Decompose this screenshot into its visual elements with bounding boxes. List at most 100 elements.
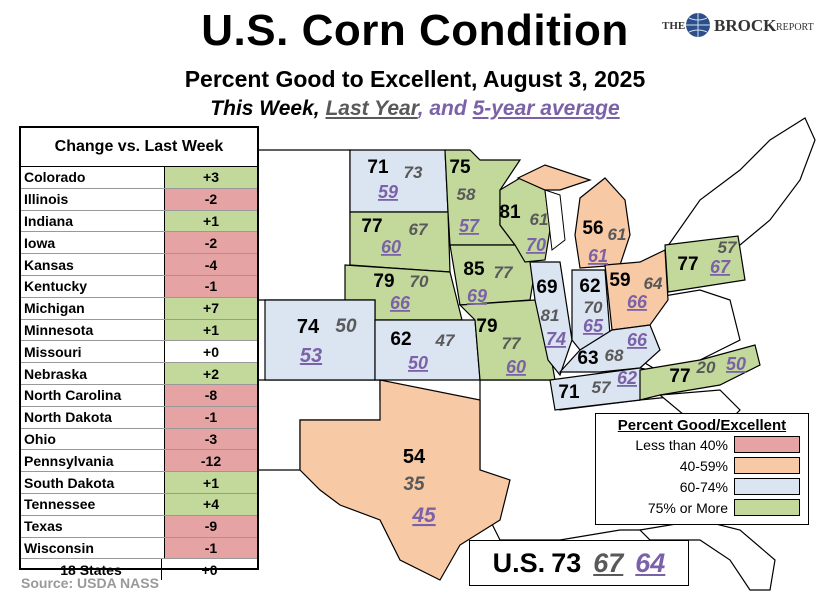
state-name: Missouri [21, 341, 165, 363]
state-5yr-avg: 66 [627, 330, 648, 350]
state-last-year: 64 [644, 274, 663, 293]
state-5yr-avg: 50 [726, 354, 746, 374]
legend-item-label: Less than 40% [635, 436, 728, 453]
change-table-row: Michigan +7 [21, 297, 257, 320]
state-name: Nebraska [21, 363, 165, 384]
us-this-week: 73 [551, 547, 582, 578]
state-change: -1 [165, 406, 257, 428]
state-5yr-avg: 61 [588, 246, 608, 266]
state-last-year: 61 [530, 210, 549, 229]
state-this-week: 77 [669, 366, 690, 387]
state-5yr-avg: 59 [378, 182, 398, 202]
change-table-row: Colorado +3 [21, 167, 257, 189]
state-last-year: 70 [584, 298, 603, 317]
state-name: Tennessee [21, 493, 165, 515]
legend-item: 40-59% [596, 455, 808, 476]
state-this-week: 74 [297, 316, 320, 338]
source-note: Source: USDA NASS [21, 575, 159, 591]
state-change: -2 [165, 188, 257, 210]
state-change: +1 [165, 472, 257, 493]
state-change: -1 [165, 537, 257, 559]
state-this-week: 69 [536, 277, 557, 298]
state-name: North Carolina [21, 384, 165, 406]
state-change: +1 [165, 319, 257, 341]
state-this-week: 71 [558, 382, 580, 403]
state-north-carolina [639, 344, 761, 401]
brand-name: BROCK [714, 16, 777, 35]
change-table-row: Texas -9 [21, 515, 257, 538]
state-name: Kansas [21, 254, 165, 275]
state-name: North Dakota [21, 406, 165, 428]
change-table-row: Ohio -3 [21, 428, 257, 451]
state-this-week: 77 [677, 254, 698, 275]
change-table-row: South Dakota +1 [21, 472, 257, 494]
legend-subtitle: This Week, Last Year, and 5-year average [0, 97, 830, 121]
subtitle-5yr-avg: 5-year average [472, 97, 620, 120]
state-last-year: 50 [335, 316, 357, 337]
state-change: -1 [165, 275, 257, 297]
legend-swatch [734, 499, 800, 516]
state-change: +2 [165, 363, 257, 384]
state-this-week: 62 [579, 276, 600, 297]
state-5yr-avg: 67 [710, 257, 731, 277]
state-5yr-avg: 45 [411, 504, 436, 527]
state-name: Ohio [21, 428, 165, 450]
page-subtitle: Percent Good to Excellent, August 3, 202… [184, 66, 646, 92]
state-name: Texas [21, 515, 165, 537]
state-5yr-avg: 69 [467, 286, 487, 306]
state-this-week: 59 [609, 270, 630, 291]
legend-item: Less than 40% [596, 434, 808, 455]
change-table-row: Missouri +0 [21, 341, 257, 364]
state-this-week: 85 [463, 259, 485, 280]
state-name: Pennsylvania [21, 450, 165, 472]
state-this-week: 56 [582, 218, 603, 239]
state-last-year: 70 [410, 272, 429, 291]
change-table-header: Change vs. Last Week [21, 128, 257, 167]
legend-swatch [734, 436, 800, 453]
state-change: -4 [165, 254, 257, 275]
state-5yr-avg: 50 [408, 353, 428, 373]
state-change: +7 [165, 297, 257, 319]
change-table-row: Minnesota +1 [21, 319, 257, 342]
state-name: Minnesota [21, 319, 165, 341]
brand-logo: THE BROCK REPORT [662, 10, 822, 40]
legend-item: 60-74% [596, 476, 808, 497]
state-5yr-avg: 62 [617, 368, 637, 388]
state-last-year: 81 [541, 306, 560, 325]
legend-swatch [734, 478, 800, 495]
state-last-year: 77 [494, 263, 514, 282]
total-change: +0 [201, 561, 218, 578]
change-table-row: Tennessee +4 [21, 493, 257, 516]
state-this-week: 81 [499, 202, 521, 223]
state-name: Illinois [21, 188, 165, 210]
change-table-row: Kansas -4 [21, 254, 257, 276]
state-texas [299, 379, 511, 581]
state-5yr-avg: 70 [526, 235, 546, 255]
us-total-box: U.S. 73 67 64 [469, 540, 689, 586]
page-title: U.S. Corn Condition [201, 6, 629, 55]
state-last-year: 77 [502, 334, 522, 353]
state-name: Colorado [21, 167, 165, 188]
state-last-year: 73 [404, 163, 423, 182]
state-5yr-avg: 66 [627, 292, 648, 312]
change-table: Change vs. Last Week Colorado +3 Illinois -… [19, 126, 259, 581]
state-change: +4 [165, 493, 257, 515]
state-kentucky [558, 324, 661, 373]
state-change: -2 [165, 232, 257, 254]
state-change: -3 [165, 428, 257, 450]
us-label: U.S. [492, 547, 546, 578]
subtitle-last-year: Last Year [325, 97, 418, 120]
state-5yr-avg: 74 [546, 329, 566, 349]
state-last-year: 61 [608, 225, 627, 244]
state-5yr-avg: 60 [506, 357, 526, 377]
legend-item-label: 40-59% [679, 457, 728, 474]
total-label: 18 States [21, 559, 162, 581]
state-change: -12 [165, 450, 257, 472]
change-table-total-row: 18 States +0 [21, 559, 257, 581]
state-this-week: 79 [373, 271, 394, 292]
state-last-year: 20 [696, 358, 716, 377]
state-last-year: 68 [605, 346, 624, 365]
state-this-week: 54 [403, 446, 426, 468]
state-michigan-up [516, 164, 592, 191]
